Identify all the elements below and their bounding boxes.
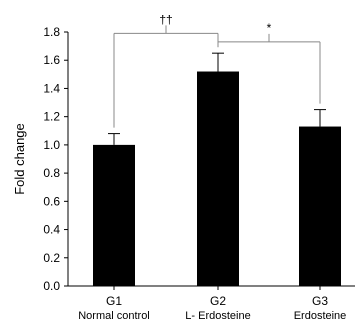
y-tick-label: 0.8 [43,166,60,180]
y-tick-label: 0.0 [43,279,60,293]
y-tick-label: 1.0 [43,138,60,152]
bar [197,71,239,286]
y-tick-label: 1.8 [43,25,60,39]
y-tick-label: 1.4 [43,81,60,95]
y-axis-title: Fold change [12,123,27,195]
y-tick-label: 1.6 [43,53,60,67]
x-tick-sublabel: L- Erdosteine [185,310,250,322]
bar [93,144,135,286]
y-tick-label: 0.4 [43,223,60,237]
x-tick-label: G3 [312,294,328,308]
y-tick-label: 0.6 [43,194,60,208]
x-tick-label: G1 [106,294,122,308]
x-tick-sublabel: Erdosteine [294,310,347,322]
x-tick-sublabel: Normal control [78,310,150,322]
significance-label: * [267,21,272,35]
chart-marks: 0.0 0.2 0.4 0.6 0.8 1.0 1.2 1.4 1.6 1.8 G1 Normal c… [43,12,346,322]
y-tick-label: 1.2 [43,110,60,124]
y-tick-label: 0.2 [43,251,60,265]
x-tick-label: G2 [210,294,226,308]
significance-label: †† [159,12,172,26]
bar [299,126,341,287]
